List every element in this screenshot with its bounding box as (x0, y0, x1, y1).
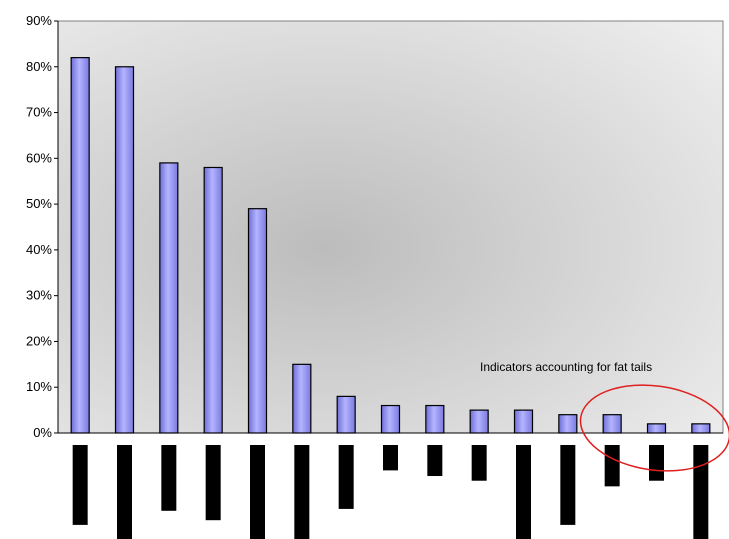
bar (602, 414, 622, 434)
lower-bar (250, 445, 265, 539)
lower-bar (205, 445, 221, 521)
bar (646, 423, 667, 434)
lower-bar (604, 445, 620, 487)
bars-group (70, 57, 711, 434)
bar (469, 409, 489, 434)
lower-bar (72, 445, 88, 525)
y-tick-label: 10% (26, 379, 52, 394)
bar (336, 395, 356, 434)
lower-bar (693, 445, 709, 539)
y-axis: 0% 10% 20% 30% 40% 50% 60% 70% 80% 90% (26, 13, 723, 440)
y-tick-label: 50% (26, 196, 52, 211)
y-tick-label: 30% (26, 288, 52, 303)
lower-bar (294, 445, 310, 539)
bar (513, 409, 534, 434)
fat-tails-ellipse (579, 384, 729, 472)
bar (203, 166, 223, 434)
lower-bar (161, 445, 177, 511)
lower-bar (471, 445, 487, 481)
bar (114, 66, 135, 434)
y-tick-label: 90% (26, 13, 52, 28)
lower-bar (649, 445, 664, 481)
bar (159, 162, 179, 434)
annotation-group: Indicators accounting for fat tails (480, 360, 729, 472)
bar (247, 208, 268, 434)
bar (70, 57, 90, 434)
bar (425, 404, 445, 434)
bar (691, 423, 711, 434)
y-tick-label: 70% (26, 105, 52, 120)
lower-bar (427, 445, 443, 477)
y-tick-label: 0% (33, 425, 52, 440)
lower-bar (516, 445, 531, 539)
y-tick-label: 20% (26, 333, 52, 348)
y-tick-label: 40% (26, 242, 52, 257)
bar (380, 404, 401, 434)
y-tick-label: 60% (26, 150, 52, 165)
bar (558, 414, 578, 434)
lower-bar (560, 445, 576, 525)
lower-bars-group (72, 445, 709, 539)
lower-bar (117, 445, 132, 539)
y-tick-label: 80% (26, 59, 52, 74)
fat-tails-annotation: Indicators accounting for fat tails (480, 360, 652, 374)
bar (292, 363, 312, 434)
lower-bar (338, 445, 354, 509)
lower-bar (383, 445, 398, 471)
